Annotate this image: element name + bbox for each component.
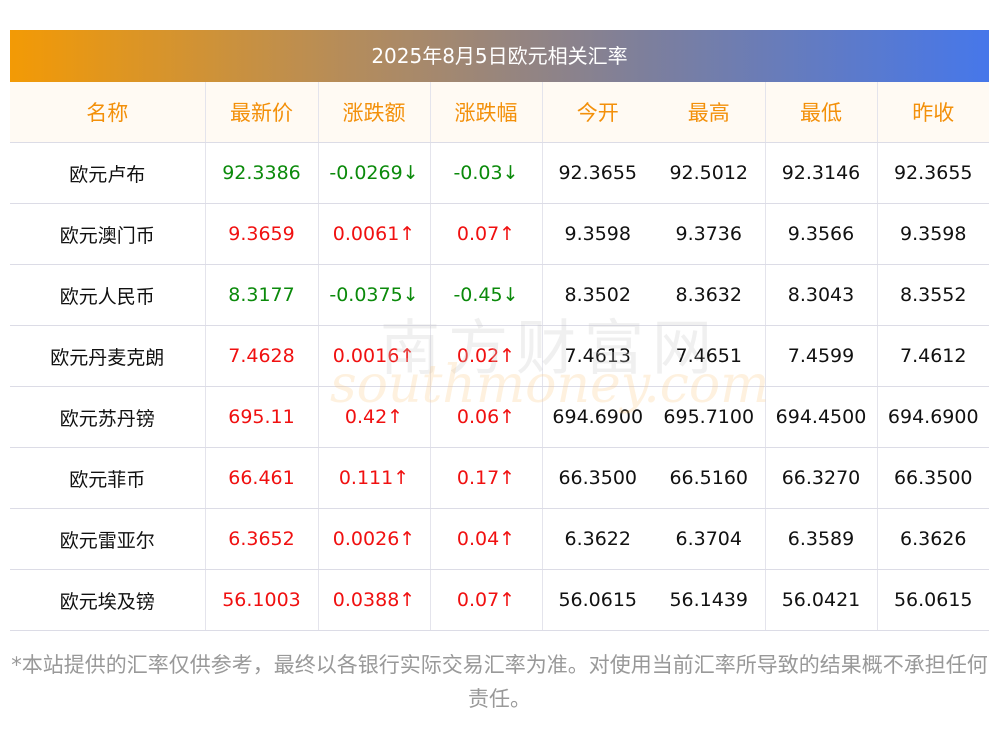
cell-low: 7.4599: [764, 325, 877, 387]
cell-pct: 0.07↑: [429, 203, 542, 265]
cell-latest: 8.3177: [204, 264, 318, 326]
cell-change: 0.0061↑: [317, 203, 430, 265]
column-header: 昨收: [876, 82, 989, 143]
column-header: 最低: [764, 82, 877, 143]
column-header: 最新价: [204, 82, 318, 143]
cell-latest: 7.4628: [204, 325, 318, 387]
table-row: 欧元雷亚尔 6.3652 0.0026↑ 0.04↑ 6.3622 6.3704 6.358…: [10, 508, 989, 570]
column-header: 今开: [541, 82, 653, 143]
cell-change: 0.0026↑: [317, 508, 430, 570]
cell-change: 0.42↑: [317, 386, 430, 448]
disclaimer-note: *本站提供的汇率仅供参考，最终以各银行实际交易汇率为准。对使用当前汇率所导致的结…: [11, 653, 988, 711]
cell-change: -0.0269↓: [317, 142, 430, 204]
cell-high: 695.7100: [653, 386, 765, 448]
cell-latest: 695.11: [204, 386, 318, 448]
cell-low: 694.4500: [764, 386, 877, 448]
exchange-rate-table: 名称 最新价 涨跌额 涨跌幅 今开 最高 最低 昨收 欧元卢布 92.3386 -0.0269↓ -…: [10, 82, 989, 631]
cell-latest: 92.3386: [204, 142, 318, 204]
cell-name: 欧元雷亚尔: [10, 508, 205, 570]
cell-prev: 6.3626: [876, 508, 989, 570]
cell-high: 56.1439: [653, 569, 765, 631]
cell-prev: 8.3552: [876, 264, 989, 326]
table-row: 欧元人民币 8.3177 -0.0375↓ -0.45↓ 8.3502 8.3632 8.3…: [10, 264, 989, 326]
cell-change: 0.111↑: [317, 447, 430, 509]
cell-open: 6.3622: [541, 508, 653, 570]
cell-prev: 56.0615: [876, 569, 989, 631]
cell-pct: 0.17↑: [429, 447, 542, 509]
cell-high: 92.5012: [653, 142, 765, 204]
cell-pct: -0.03↓: [429, 142, 542, 204]
cell-prev: 92.3655: [876, 142, 989, 204]
cell-name: 欧元澳门币: [10, 203, 205, 265]
cell-high: 9.3736: [653, 203, 765, 265]
cell-prev: 66.3500: [876, 447, 989, 509]
cell-open: 8.3502: [541, 264, 653, 326]
cell-open: 92.3655: [541, 142, 653, 204]
cell-pct: 0.02↑: [429, 325, 542, 387]
cell-high: 7.4651: [653, 325, 765, 387]
table-row: 欧元丹麦克朗 7.4628 0.0016↑ 0.02↑ 7.4613 7.4651 7.45…: [10, 325, 989, 387]
cell-low: 56.0421: [764, 569, 877, 631]
cell-low: 6.3589: [764, 508, 877, 570]
cell-prev: 7.4612: [876, 325, 989, 387]
cell-prev: 9.3598: [876, 203, 989, 265]
cell-change: -0.0375↓: [317, 264, 430, 326]
cell-name: 欧元卢布: [10, 142, 205, 204]
cell-low: 8.3043: [764, 264, 877, 326]
column-header: 涨跌额: [317, 82, 430, 143]
cell-name: 欧元人民币: [10, 264, 205, 326]
cell-pct: 0.04↑: [429, 508, 542, 570]
cell-open: 694.6900: [541, 386, 653, 448]
cell-open: 56.0615: [541, 569, 653, 631]
cell-high: 66.5160: [653, 447, 765, 509]
column-header: 涨跌幅: [429, 82, 542, 143]
page-title: 2025年8月5日欧元相关汇率: [10, 30, 989, 82]
cell-latest: 9.3659: [204, 203, 318, 265]
cell-high: 6.3704: [653, 508, 765, 570]
table-row: 欧元苏丹镑 695.11 0.42↑ 0.06↑ 694.6900 695.7100 694…: [10, 386, 989, 448]
cell-latest: 66.461: [204, 447, 318, 509]
cell-low: 92.3146: [764, 142, 877, 204]
cell-latest: 6.3652: [204, 508, 318, 570]
cell-latest: 56.1003: [204, 569, 318, 631]
table-row: 欧元澳门币 9.3659 0.0061↑ 0.07↑ 9.3598 9.3736 9.356…: [10, 203, 989, 265]
cell-high: 8.3632: [653, 264, 765, 326]
cell-low: 9.3566: [764, 203, 877, 265]
table-row: 欧元埃及镑 56.1003 0.0388↑ 0.07↑ 56.0615 56.1439 56…: [10, 569, 989, 631]
table-row: 欧元菲币 66.461 0.111↑ 0.17↑ 66.3500 66.5160 66.32…: [10, 447, 989, 509]
cell-low: 66.3270: [764, 447, 877, 509]
cell-pct: 0.06↑: [429, 386, 542, 448]
column-header: 名称: [10, 82, 205, 143]
table-header-row: 名称 最新价 涨跌额 涨跌幅 今开 最高 最低 昨收: [10, 82, 989, 143]
cell-name: 欧元菲币: [10, 447, 205, 509]
table-row: 欧元卢布 92.3386 -0.0269↓ -0.03↓ 92.3655 92.5012 9…: [10, 142, 989, 204]
cell-name: 欧元丹麦克朗: [10, 325, 205, 387]
cell-pct: 0.07↑: [429, 569, 542, 631]
cell-name: 欧元苏丹镑: [10, 386, 205, 448]
cell-change: 0.0016↑: [317, 325, 430, 387]
cell-open: 7.4613: [541, 325, 653, 387]
cell-prev: 694.6900: [876, 386, 989, 448]
cell-pct: -0.45↓: [429, 264, 542, 326]
column-header: 最高: [653, 82, 765, 143]
cell-open: 66.3500: [541, 447, 653, 509]
cell-name: 欧元埃及镑: [10, 569, 205, 631]
cell-open: 9.3598: [541, 203, 653, 265]
cell-change: 0.0388↑: [317, 569, 430, 631]
